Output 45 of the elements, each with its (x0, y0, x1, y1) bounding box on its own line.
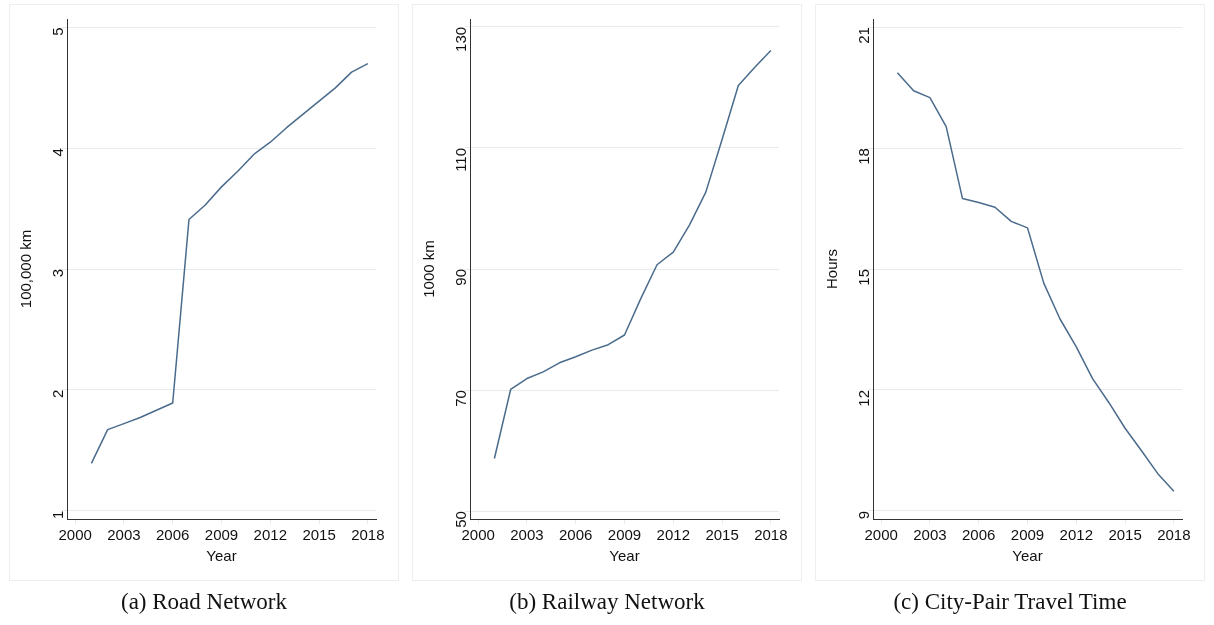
y-tick-label: 1 (49, 510, 67, 519)
x-tick-label: 2006 (962, 526, 996, 544)
x-tick-label: 2000 (461, 526, 495, 544)
x-tick-label: 2000 (58, 526, 92, 544)
y-tick-label: 50 (452, 511, 470, 528)
x-tick-label: 2006 (559, 526, 593, 544)
x-tick-label: 2003 (107, 526, 141, 544)
y-tick-label: 4 (49, 148, 67, 157)
y-tick-label: 12 (855, 389, 873, 407)
text: (b) Railway Network (509, 589, 705, 615)
x-tick-label: 2003 (913, 526, 947, 544)
y-tick-label: 18 (855, 148, 873, 165)
x-tick-label: 2012 (656, 526, 690, 544)
x-tick-label: 2012 (1059, 526, 1093, 544)
y-axis-title: 100,000 km (17, 229, 35, 309)
x-tick-label: 2015 (705, 526, 739, 544)
x-tick-label: 2009 (204, 526, 239, 544)
y-tick-label: 15 (855, 269, 873, 286)
x-tick-label: 2018 (351, 526, 385, 544)
y-tick-label: 3 (49, 269, 67, 278)
x-tick-label: 2015 (1108, 526, 1142, 544)
y-tick-label: 9 (855, 510, 873, 520)
x-tick-label: 2006 (156, 526, 190, 544)
y-tick-label: 21 (855, 27, 873, 44)
x-axis-title: Year (206, 547, 237, 565)
x-tick-label: 2003 (510, 526, 544, 544)
y-tick-label: 130 (452, 26, 470, 52)
y-tick-label: 2 (49, 389, 67, 399)
x-tick-label: 2000 (864, 526, 898, 544)
y-tick-label: 70 (452, 390, 470, 407)
text: (c) City-Pair Travel Time (893, 589, 1127, 615)
y-tick-label: 90 (452, 269, 470, 286)
y-axis-title: 1000 km (420, 240, 438, 298)
x-tick-label: 2009 (1010, 526, 1045, 544)
y-axis-title: Hours (823, 248, 841, 290)
x-tick-label: 2015 (302, 526, 336, 544)
x-tick-label: 2009 (607, 526, 642, 544)
y-tick-label: 5 (49, 27, 67, 36)
x-tick-label: 2012 (253, 526, 287, 544)
text: (a) Road Network (120, 589, 288, 615)
x-axis-title: Year (609, 547, 640, 565)
x-tick-label: 2018 (1157, 526, 1191, 544)
x-axis-title: Year (1012, 547, 1043, 565)
x-tick-label: 2018 (754, 526, 788, 544)
y-tick-label: 110 (452, 147, 470, 172)
